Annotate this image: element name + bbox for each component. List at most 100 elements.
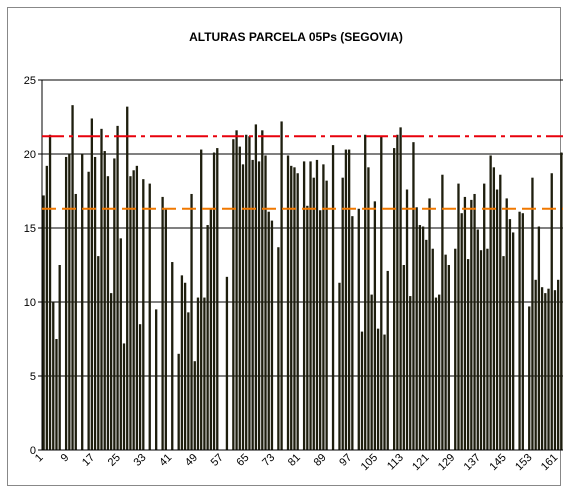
bar <box>537 226 541 450</box>
bar <box>463 196 467 450</box>
bar <box>444 254 447 450</box>
bar <box>293 167 296 450</box>
bar <box>486 248 489 450</box>
bar <box>331 145 335 450</box>
bar <box>473 193 476 450</box>
bar <box>540 287 544 450</box>
bar <box>409 296 412 450</box>
bar <box>52 302 55 450</box>
bar <box>447 265 450 450</box>
bar <box>209 208 213 450</box>
bar <box>193 361 196 450</box>
bar <box>531 177 534 450</box>
bar <box>183 282 187 450</box>
y-tick-label: 20 <box>24 149 36 161</box>
bar <box>129 176 132 450</box>
bar <box>113 158 116 450</box>
bar <box>476 229 479 450</box>
bar <box>100 128 103 450</box>
bar <box>489 155 492 451</box>
bar <box>415 207 418 450</box>
bar <box>319 210 322 450</box>
bar <box>380 136 383 451</box>
bar <box>264 155 267 451</box>
bar <box>251 159 254 451</box>
bar <box>74 193 77 450</box>
bar <box>550 173 553 451</box>
chart-title: ALTURAS PARCELA 05Ps (SEGOVIA) <box>189 30 403 44</box>
bar <box>454 248 457 450</box>
bar <box>45 165 48 450</box>
bar <box>373 201 377 450</box>
bar <box>180 275 184 450</box>
bar <box>434 297 438 450</box>
bar <box>296 173 299 451</box>
bar <box>64 156 68 450</box>
bar <box>203 297 206 450</box>
bar <box>344 149 348 450</box>
bar <box>90 118 94 450</box>
bar <box>119 238 122 450</box>
bar <box>161 196 164 450</box>
bar <box>367 167 370 450</box>
bar <box>518 211 521 450</box>
bar <box>544 293 547 450</box>
bar <box>171 262 174 450</box>
bar <box>138 324 142 450</box>
bar <box>508 219 512 450</box>
bar <box>351 216 354 450</box>
bar <box>68 154 71 450</box>
bar <box>499 174 502 450</box>
bar <box>505 198 508 450</box>
bar <box>106 176 110 450</box>
bar <box>521 213 524 450</box>
bar <box>187 312 190 450</box>
bar <box>257 161 261 450</box>
y-tick-label: 25 <box>24 75 36 87</box>
bar <box>122 343 126 450</box>
bar <box>338 282 341 450</box>
bar <box>190 193 193 450</box>
bar <box>357 208 360 450</box>
bar <box>177 353 180 450</box>
bar <box>396 134 399 450</box>
bar <box>431 248 434 450</box>
bar <box>511 232 515 450</box>
bar <box>383 334 386 450</box>
bar <box>212 152 216 450</box>
bar <box>392 148 396 450</box>
bar <box>428 198 431 450</box>
bar <box>42 195 45 450</box>
bar <box>547 288 550 450</box>
y-tick-label: 10 <box>24 297 36 309</box>
bar <box>492 167 496 450</box>
y-tick-label: 15 <box>24 223 36 235</box>
bar <box>126 106 129 450</box>
bar <box>402 265 405 450</box>
bar <box>235 130 238 450</box>
bar <box>97 256 100 450</box>
bar <box>557 279 560 450</box>
bar <box>245 134 248 450</box>
bar <box>502 256 505 450</box>
bar <box>232 139 235 450</box>
bar <box>103 151 106 451</box>
bar <box>267 211 270 450</box>
bar <box>280 121 283 450</box>
bar <box>534 279 537 450</box>
bar <box>109 293 113 450</box>
bar <box>441 174 444 450</box>
bar <box>216 148 219 450</box>
bar <box>421 226 425 450</box>
bar <box>386 270 389 450</box>
bar <box>164 208 167 450</box>
bar <box>286 155 290 451</box>
bar <box>148 183 151 450</box>
bar <box>116 125 119 450</box>
bar <box>528 306 531 450</box>
bar <box>302 161 306 450</box>
bar <box>460 213 463 450</box>
bar <box>248 136 251 451</box>
bar <box>58 265 61 450</box>
